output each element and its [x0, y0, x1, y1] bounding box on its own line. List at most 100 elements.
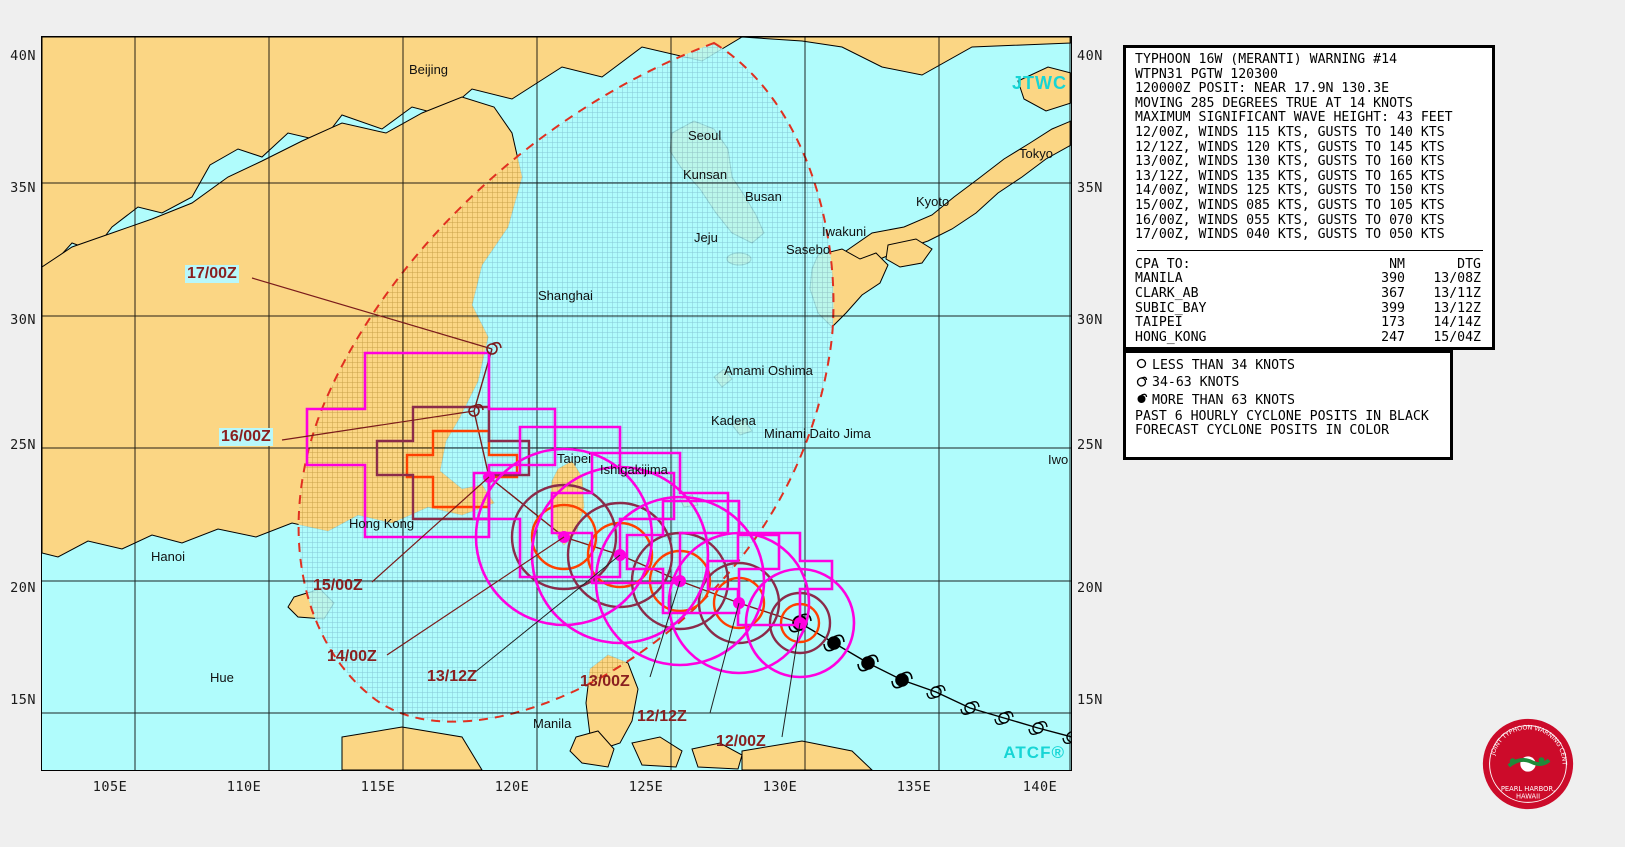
cpa-row: SUBIC_BAY 399 13/12Z: [1135, 300, 1485, 317]
cpa-header-nm: NM: [1389, 256, 1405, 272]
legend-row: MORE THAN 63 KNOTS: [1135, 392, 1443, 410]
cpa-location: SUBIC_BAY: [1135, 300, 1207, 316]
half-filled-icon: [1135, 375, 1152, 393]
wind-radii-50kt: [375, 405, 832, 655]
legend-label: MORE THAN 63 KNOTS: [1152, 392, 1295, 408]
map-place-label: Amami Oshima: [724, 363, 813, 378]
symbol-legend-panel: LESS THAN 34 KNOTS 34-63 KNOTS MORE THAN 6…: [1123, 350, 1453, 460]
lat-tick-left: 35N: [10, 180, 36, 196]
lat-tick-left: 25N: [10, 437, 36, 453]
atcf-watermark: ATCF®: [1003, 743, 1065, 762]
cyclone-track-map[interactable]: JTWC ATCF®: [41, 36, 1072, 771]
map-place-label: Ishigakijima: [600, 462, 668, 477]
map-place-label: Tokyo: [1019, 146, 1053, 161]
cpa-header-label: CPA TO:: [1135, 256, 1191, 272]
map-place-label: Iwo: [1048, 452, 1069, 467]
map-place-label: Kyoto: [916, 194, 950, 209]
lat-tick-right: 20N: [1077, 580, 1103, 596]
map-place-label: Iwakuni: [822, 224, 867, 239]
cpa-dtg: 14/14Z: [1433, 315, 1481, 331]
cpa-row: HONG_KONG 247 15/04Z: [1135, 329, 1485, 346]
forecast-wind-row: 14/00Z, WINDS 125 KTS, GUSTS TO 150 KTS: [1135, 183, 1445, 199]
seal-line2: HAWAII: [1516, 793, 1540, 801]
map-place-label: Manila: [533, 716, 572, 731]
cpa-distance-nm: 399: [1381, 300, 1405, 316]
panel-divider: [1137, 249, 1483, 251]
forecast-time-callout: 12/00Z: [716, 733, 766, 750]
forecast-wind-row: 12/00Z, WINDS 115 KTS, GUSTS TO 140 KTS: [1135, 124, 1445, 140]
lon-tick: 110E: [226, 779, 262, 795]
cpa-location: HONG_KONG: [1135, 329, 1207, 345]
legend-note-forecast: FORECAST CYCLONE POSITS IN COLOR: [1135, 423, 1390, 439]
cpa-dtg: 13/11Z: [1433, 285, 1481, 301]
uncertainty-boundary: [297, 41, 835, 723]
forecast-wind-row: 17/00Z, WINDS 040 KTS, GUSTS TO 050 KTS: [1135, 227, 1445, 243]
wind-radii-64kt: [405, 429, 821, 644]
lat-tick-right: 35N: [1077, 180, 1103, 196]
map-place-label: Seoul: [688, 128, 722, 143]
lon-tick: 120E: [494, 779, 530, 795]
graticule: [42, 37, 1071, 770]
storm-motion: MOVING 285 DEGREES TRUE AT 14 KNOTS: [1135, 95, 1413, 111]
legend-row: 34-63 KNOTS: [1135, 375, 1443, 393]
map-place-label: Hue: [210, 670, 234, 685]
callout-leaders-thin: [473, 554, 801, 738]
cpa-distance-nm: 247: [1381, 329, 1405, 345]
map-place-label: Minami Daito Jima: [764, 426, 871, 441]
cpa-distance-nm: 173: [1381, 315, 1405, 331]
bulletin-id: WTPN31 PGTW 120300: [1135, 66, 1278, 82]
map-canvas: [42, 37, 1071, 770]
forecast-time-callout: 14/00Z: [327, 648, 377, 665]
map-place-label: Kadena: [711, 413, 756, 428]
map-place-label: Hanoi: [151, 549, 185, 564]
map-place-label: Taipei: [557, 451, 591, 466]
callout-leaders: [251, 277, 565, 656]
lat-tick-left: 15N: [10, 692, 36, 708]
map-place-label: Hong Kong: [349, 516, 415, 531]
forecast-time-callout: 13/12Z: [427, 668, 477, 685]
map-place-label: Busan: [745, 189, 782, 204]
cpa-distance-nm: 390: [1381, 271, 1405, 287]
forecast-wind-row: 12/12Z, WINDS 120 KTS, GUSTS TO 145 KTS: [1135, 139, 1445, 155]
forecast-time-callout: 16/00Z: [219, 428, 273, 446]
jtwc-seal-logo: PEARL HARBOR, HAWAII JOINT TYPHOON WARNI…: [1480, 716, 1574, 810]
legend-row: LESS THAN 34 KNOTS: [1135, 357, 1443, 375]
lon-tick: 135E: [896, 779, 932, 795]
cpa-location: MANILA: [1135, 271, 1183, 287]
warning-text-panel: TYPHOON 16W (MERANTI) WARNING #14 WTPN31…: [1123, 45, 1495, 350]
cpa-row: TAIPEI 173 14/14Z: [1135, 315, 1485, 331]
forecast-wind-row: 13/00Z, WINDS 130 KTS, GUSTS TO 160 KTS: [1135, 154, 1445, 170]
forecast-wind-row: 16/00Z, WINDS 055 KTS, GUSTS TO 070 KTS: [1135, 212, 1445, 228]
cpa-table: MANILA 390 13/08Z CLARK_AB 367 13/11Z SUBIC_BA…: [1135, 272, 1485, 345]
cpa-location: TAIPEI: [1135, 315, 1183, 331]
lat-tick-left: 40N: [10, 48, 36, 64]
cpa-dtg: 13/12Z: [1433, 300, 1481, 316]
cpa-dtg: 13/08Z: [1433, 271, 1481, 287]
map-place-label: Kunsan: [683, 167, 728, 182]
forecast-time-callout: 12/12Z: [637, 708, 687, 725]
cpa-location: CLARK_AB: [1135, 285, 1199, 301]
lon-tick: 105E: [92, 779, 128, 795]
wind-radii-34kt: [305, 351, 856, 679]
warning-headline: TYPHOON 16W (MERANTI) WARNING #14: [1135, 52, 1398, 67]
current-position: 120000Z POSIT: NEAR 17.9N 130.3E: [1135, 81, 1390, 97]
legend-label: 34-63 KNOTS: [1152, 375, 1240, 391]
max-wave-height: MAXIMUM SIGNIFICANT WAVE HEIGHT: 43 FEET: [1135, 110, 1453, 126]
lon-tick: 125E: [628, 779, 664, 795]
jtwc-watermark: JTWC: [1012, 73, 1067, 93]
map-place-label: Beijing: [409, 62, 449, 77]
lat-tick-left: 20N: [10, 580, 36, 596]
forecast-wind-row: 13/12Z, WINDS 135 KTS, GUSTS TO 165 KTS: [1135, 168, 1445, 184]
lat-tick-right: 30N: [1077, 312, 1103, 328]
map-place-label: Shanghai: [538, 288, 593, 303]
filled-circle-icon: [1135, 392, 1152, 410]
map-place-label: Jeju: [694, 230, 718, 245]
legend-symbol-list: LESS THAN 34 KNOTS 34-63 KNOTS MORE THAN 6…: [1135, 357, 1443, 410]
lat-tick-left: 30N: [10, 312, 36, 328]
cpa-row: MANILA 390 13/08Z: [1135, 272, 1485, 287]
legend-label: LESS THAN 34 KNOTS: [1152, 357, 1295, 373]
map-place-label: Sasebo: [786, 242, 831, 257]
cpa-dtg: 15/04Z: [1433, 329, 1481, 345]
lon-tick: 140E: [1022, 779, 1058, 795]
